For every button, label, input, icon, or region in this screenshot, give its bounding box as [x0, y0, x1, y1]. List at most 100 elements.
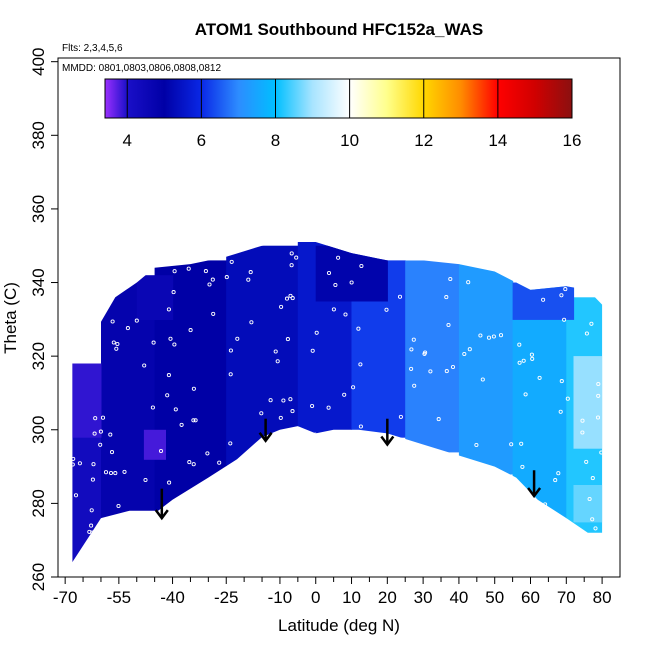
- sample-point: [142, 363, 147, 368]
- sample-point: [358, 362, 363, 367]
- sample-point: [498, 333, 504, 338]
- plot-frame: [57, 57, 621, 578]
- sample-point: [322, 499, 327, 504]
- sample-point: [90, 477, 95, 482]
- x-axis: -70 -55 -40 -25 -10 0 10 20 30 40 50 60 70 80: [53, 577, 612, 607]
- arrow-marker-3: [527, 470, 542, 499]
- sample-point: [191, 418, 196, 423]
- arrow-markers: [154, 418, 542, 521]
- sample-point: [411, 337, 416, 342]
- sample-point: [108, 285, 113, 290]
- sample-point: [100, 415, 106, 420]
- sample-point: [556, 515, 561, 520]
- y-tick-label: 260: [29, 563, 48, 591]
- x-tick-label: -40: [160, 588, 185, 607]
- sample-point: [326, 405, 331, 410]
- sample-point: [133, 251, 138, 256]
- colorbar-tick-label: 12: [414, 131, 433, 150]
- heatmap-region-8: [512, 282, 567, 519]
- sample-point: [474, 442, 479, 448]
- sample-point: [268, 503, 273, 508]
- sample-point: [519, 441, 524, 446]
- sample-point: [173, 522, 178, 527]
- sample-point: [285, 547, 290, 552]
- colorbar-gradient: [104, 78, 573, 119]
- sample-point: [488, 257, 493, 262]
- heatmap-field: [72, 242, 603, 563]
- sample-point: [494, 545, 500, 551]
- sample-point: [166, 373, 171, 378]
- y-tick-label: 340: [29, 268, 48, 296]
- sample-point: [444, 369, 449, 374]
- sample-point: [344, 480, 349, 485]
- heatmap-region-11: [143, 429, 166, 460]
- sample-point: [191, 386, 196, 391]
- sample-point: [131, 252, 136, 257]
- sample-point: [188, 328, 193, 333]
- sample-point: [72, 462, 75, 467]
- sample-point: [87, 554, 93, 559]
- sample-point: [268, 398, 273, 403]
- heatmap-region-13: [315, 245, 388, 302]
- sample-point: [596, 381, 601, 387]
- sample-point: [432, 472, 437, 477]
- sample-point: [343, 312, 348, 317]
- sample-point: [171, 290, 176, 295]
- sample-point: [294, 255, 299, 260]
- sample-point: [489, 518, 494, 523]
- sample-point: [580, 418, 585, 423]
- sample-point: [529, 352, 534, 357]
- sample-point: [179, 422, 184, 427]
- sample-point: [186, 266, 191, 271]
- sample-point: [409, 366, 414, 371]
- sample-point: [351, 385, 356, 390]
- sample-point: [517, 360, 522, 365]
- sample-point: [288, 397, 293, 402]
- sample-point: [357, 433, 363, 438]
- sample-point: [358, 424, 363, 429]
- sample-point: [116, 503, 121, 509]
- sample-point: [517, 342, 522, 347]
- sample-point: [359, 263, 364, 269]
- sample-point: [398, 414, 403, 419]
- sample-point: [421, 247, 426, 252]
- sample-point: [404, 485, 409, 490]
- sample-point: [537, 375, 542, 380]
- colorbar-tick-label: 16: [563, 131, 582, 150]
- sample-point: [98, 442, 103, 447]
- sample-point: [115, 248, 120, 253]
- sample-point: [249, 320, 254, 325]
- sample-point: [295, 433, 300, 438]
- sample-point: [541, 297, 546, 302]
- colorbar-tick-label: 6: [197, 131, 206, 150]
- sample-point: [307, 546, 312, 551]
- sample-point: [280, 548, 285, 553]
- sample-point: [73, 493, 79, 498]
- sample-point: [450, 364, 456, 370]
- sample-point: [371, 537, 376, 542]
- sample-point: [235, 336, 240, 341]
- y-tick-label: 320: [29, 342, 48, 370]
- sample-point: [114, 346, 119, 351]
- heatmap-region-3: [226, 245, 299, 468]
- sample-point: [327, 439, 332, 444]
- y-tick-label: 360: [29, 195, 48, 223]
- sample-point: [187, 460, 192, 465]
- sample-point: [108, 432, 113, 437]
- sample-point: [495, 254, 500, 259]
- sample-point: [215, 524, 220, 529]
- sample-point: [428, 369, 433, 374]
- sample-point: [176, 497, 181, 502]
- sample-point: [593, 526, 598, 531]
- sample-point: [220, 243, 226, 248]
- sample-point: [331, 307, 336, 312]
- sample-point: [422, 351, 427, 356]
- sample-point: [113, 471, 118, 476]
- sample-point: [397, 294, 403, 299]
- sample-point: [486, 335, 492, 340]
- sample-point: [248, 270, 253, 275]
- sample-point: [193, 418, 198, 423]
- sample-point: [446, 322, 451, 328]
- y-tick-label: 300: [29, 416, 48, 444]
